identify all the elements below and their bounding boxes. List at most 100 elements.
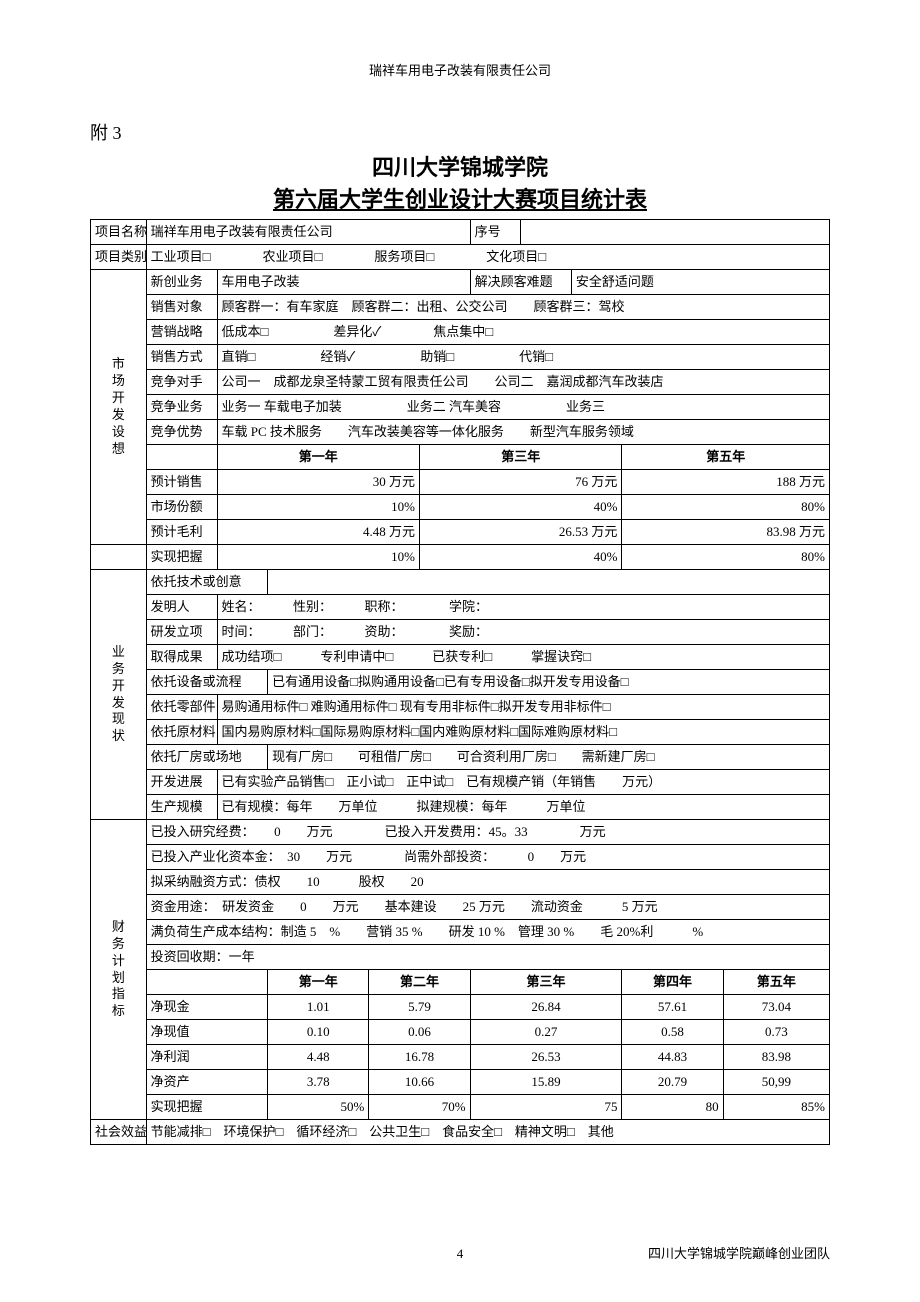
fin6: 投资回收期：一年 xyxy=(146,945,829,970)
lbl-nprofit: 净利润 xyxy=(146,1045,267,1070)
lbl-parts: 依托零部件 xyxy=(146,695,217,720)
lbl-newbiz: 新创业务 xyxy=(146,270,217,295)
lbl-rd: 研发立项 xyxy=(146,620,217,645)
lbl-material: 依托原材料 xyxy=(146,720,217,745)
y3: 第三年 xyxy=(419,445,621,470)
val-project-name: 瑞祥车用电子改装有限责任公司 xyxy=(146,220,470,245)
lbl-result: 取得成果 xyxy=(146,645,217,670)
lbl-share: 市场份额 xyxy=(146,495,217,520)
nc1: 5.79 xyxy=(369,995,470,1020)
lbl-fconf: 实现把握 xyxy=(146,1095,267,1120)
np1: 0.06 xyxy=(369,1020,470,1045)
npr3: 44.83 xyxy=(622,1045,723,1070)
val-compbiz: 业务一 车载电子加装 业务二 汽车美容 业务三 xyxy=(217,395,829,420)
na2: 15.89 xyxy=(470,1070,622,1095)
title-line2: 第六届大学生创业设计大赛项目统计表 xyxy=(90,182,830,214)
fc1: 70% xyxy=(369,1095,470,1120)
val-compadv: 车载 PC 技术服务 汽车改装美容等一体化服务 新型汽车服务领域 xyxy=(217,420,829,445)
lbl-conf: 实现把握 xyxy=(146,545,217,570)
val-competitor: 公司一 成都龙泉圣特蒙工贸有限责任公司 公司二 嘉润成都汽车改装店 xyxy=(217,370,829,395)
gr-y1: 4.48 万元 xyxy=(217,520,419,545)
lbl-competitor: 竞争对手 xyxy=(146,370,217,395)
fin4: 资金用途： 研发资金 0 万元 基本建设 25 万元 流动资金 5 万元 xyxy=(146,895,829,920)
header-company: 瑞祥车用电子改装有限责任公司 xyxy=(90,60,830,79)
lbl-equip: 依托设备或流程 xyxy=(146,670,267,695)
nc3: 57.61 xyxy=(622,995,723,1020)
lbl-scale: 生产规模 xyxy=(146,795,217,820)
vlabel-market: 市 场 开 发 设 想 xyxy=(91,270,147,545)
lbl-tech: 依托技术或创意 xyxy=(146,570,267,595)
lbl-compbiz: 竞争业务 xyxy=(146,395,217,420)
npr0: 4.48 xyxy=(268,1045,369,1070)
lbl-npv: 净现值 xyxy=(146,1020,267,1045)
npr2: 26.53 xyxy=(470,1045,622,1070)
val-inventor: 姓名： 性别： 职称： 学院： xyxy=(217,595,829,620)
fy1: 第一年 xyxy=(268,970,369,995)
lbl-gross: 预计毛利 xyxy=(146,520,217,545)
val-strategy: 低成本□ 差异化✓ 焦点集中□ xyxy=(217,320,829,345)
fy5: 第五年 xyxy=(723,970,829,995)
val-tech xyxy=(268,570,830,595)
attach-label: 附 3 xyxy=(90,119,830,145)
fy2: 第二年 xyxy=(369,970,470,995)
lbl-progress: 开发进展 xyxy=(146,770,217,795)
val-sales-target: 顾客群一：有车家庭 顾客群二：出租、公交公司 顾客群三：驾校 xyxy=(217,295,829,320)
lbl-project-name: 项目名称 xyxy=(91,220,147,245)
vlabel-fin: 财 务 计 划 指 标 xyxy=(91,820,147,1120)
fc3: 80 xyxy=(622,1095,723,1120)
es-y3: 76 万元 xyxy=(419,470,621,495)
cf-y1: 10% xyxy=(217,545,419,570)
val-social: 节能减排□ 环境保护□ 循环经济□ 公共卫生□ 食品安全□ 精神文明□ 其他 xyxy=(146,1120,829,1145)
vlabel-biz: 业 务 开 发 现 状 xyxy=(91,570,147,820)
cf-y5: 80% xyxy=(622,545,830,570)
val-result: 成功结项□ 专利申请中□ 已获专利□ 掌握诀窍□ xyxy=(217,645,829,670)
val-project-type: 工业项目□ 农业项目□ 服务项目□ 文化项目□ xyxy=(146,245,829,270)
es-y1: 30 万元 xyxy=(217,470,419,495)
npr1: 16.78 xyxy=(369,1045,470,1070)
nc0: 1.01 xyxy=(268,995,369,1020)
cf-y3: 40% xyxy=(419,545,621,570)
sh-y1: 10% xyxy=(217,495,419,520)
fc0: 50% xyxy=(268,1095,369,1120)
np0: 0.10 xyxy=(268,1020,369,1045)
fin3: 拟采纳融资方式：债权 10 股权 20 xyxy=(146,870,829,895)
empty3 xyxy=(146,970,267,995)
lbl-nasset: 净资产 xyxy=(146,1070,267,1095)
na4: 50,99 xyxy=(723,1070,829,1095)
val-newbiz: 车用电子改装 xyxy=(217,270,470,295)
val-method: 直销□ 经销✓ 助销□ 代销□ xyxy=(217,345,829,370)
main-table: 项目名称 瑞祥车用电子改装有限责任公司 序号 项目类别 工业项目□ 农业项目□ … xyxy=(90,219,830,1145)
fy3: 第三年 xyxy=(470,970,622,995)
lbl-strategy: 营销战略 xyxy=(146,320,217,345)
lbl-plant: 依托厂房或场地 xyxy=(146,745,267,770)
fin2: 已投入产业化资本金： 30 万元 尚需外部投资： 0 万元 xyxy=(146,845,829,870)
title-line1: 四川大学锦城学院 xyxy=(90,150,830,182)
lbl-solve: 解决顾客难题 xyxy=(470,270,571,295)
np4: 0.73 xyxy=(723,1020,829,1045)
nc2: 26.84 xyxy=(470,995,622,1020)
lbl-compadv: 竞争优势 xyxy=(146,420,217,445)
gr-y5: 83.98 万元 xyxy=(622,520,830,545)
val-equip: 已有通用设备□拟购通用设备□已有专用设备□拟开发专用设备□ xyxy=(268,670,830,695)
val-progress: 已有实验产品销售□ 正小试□ 正中试□ 已有规模产销（年销售 万元） xyxy=(217,770,829,795)
na0: 3.78 xyxy=(268,1070,369,1095)
empty xyxy=(146,445,217,470)
fin5: 满负荷生产成本结构：制造 5 % 营销 35 % 研发 10 % 管理 30 %… xyxy=(146,920,829,945)
lbl-ncash: 净现金 xyxy=(146,995,267,1020)
lbl-project-type: 项目类别 xyxy=(91,245,147,270)
y5: 第五年 xyxy=(622,445,830,470)
lbl-sales-target: 销售对象 xyxy=(146,295,217,320)
lbl-social: 社会效益 xyxy=(91,1120,147,1145)
np3: 0.58 xyxy=(622,1020,723,1045)
na3: 20.79 xyxy=(622,1070,723,1095)
fc2: 75 xyxy=(470,1095,622,1120)
y1: 第一年 xyxy=(217,445,419,470)
na1: 10.66 xyxy=(369,1070,470,1095)
fin1: 已投入研究经费： 0 万元 已投入开发费用：45。33 万元 xyxy=(146,820,829,845)
gr-y3: 26.53 万元 xyxy=(419,520,621,545)
nc4: 73.04 xyxy=(723,995,829,1020)
val-plant: 现有厂房□ 可租借厂房□ 可合资利用厂房□ 需新建厂房□ xyxy=(268,745,830,770)
val-rd: 时间： 部门： 资助： 奖励： xyxy=(217,620,829,645)
sh-y5: 80% xyxy=(622,495,830,520)
lbl-method: 销售方式 xyxy=(146,345,217,370)
